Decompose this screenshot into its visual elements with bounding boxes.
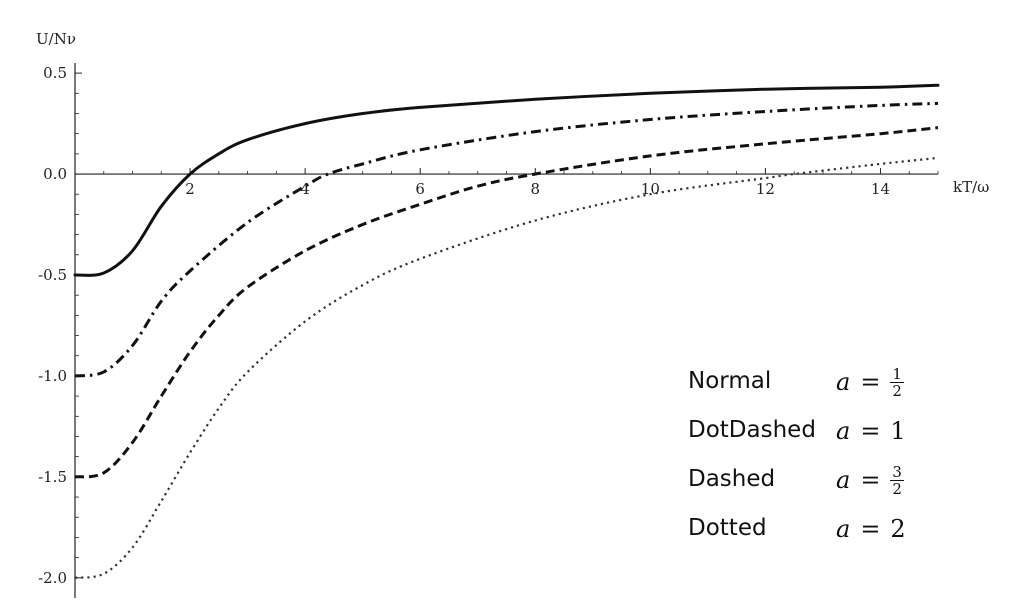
legend-row-dashed: Dashed a = 3 2 [688,458,948,507]
fraction-denominator: 2 [892,381,902,400]
legend-value: 1 [890,417,906,445]
series-lines [73,83,940,579]
legend-formula: a = 1 2 [836,360,904,404]
legend-equals: = [860,466,881,494]
x-tick-label: 14 [871,180,890,198]
series-line-normal [73,83,940,277]
legend-formula: a = 3 2 [836,458,904,502]
series-line-dashed [74,126,939,479]
y-tick-label: 0.0 [43,165,67,183]
legend-equals: = [860,368,881,396]
y-tick-label: -2.0 [38,569,67,587]
y-tick-label: 0.5 [43,64,67,82]
legend: Normal a = 1 2 DotDashed a = 1 Dashed a … [688,360,948,556]
legend-row-dotdashed: DotDashed a = 1 [688,409,948,458]
legend-value: 2 [890,515,906,543]
legend-label: DotDashed [688,417,816,443]
legend-label: Normal [688,368,772,394]
x-tick-label: 2 [185,180,195,198]
legend-row-normal: Normal a = 1 2 [688,360,948,409]
legend-equals: = [860,417,881,445]
legend-fraction: 3 2 [890,464,904,497]
legend-variable: a [836,368,851,396]
y-axis-title: U/Nν [36,30,76,48]
series-line-dotted [74,156,939,579]
legend-equals: = [860,515,881,543]
ticks: 2 4 6 8 10 12 140.50.0-0.5-1.0-1.5-2.0 [38,64,939,587]
y-tick-label: -0.5 [38,266,67,284]
legend-fraction: 1 2 [890,366,904,399]
x-tick-label: 8 [530,180,540,198]
legend-row-dotted: Dotted a = 2 [688,507,948,556]
legend-formula: a = 1 [836,409,906,453]
x-tick-label: 12 [756,180,775,198]
x-tick-label: 6 [415,180,425,198]
legend-variable: a [836,466,851,494]
y-tick-label: -1.0 [38,367,67,385]
x-tick-label: 4 [300,180,310,198]
legend-variable: a [836,515,851,543]
series-line-dotdashed [74,101,939,378]
x-tick-label: 10 [641,180,660,198]
y-tick-label: -1.5 [38,468,67,486]
fraction-numerator: 1 [890,364,904,383]
legend-formula: a = 2 [836,507,906,551]
legend-variable: a [836,417,851,445]
legend-label: Dashed [688,466,776,492]
fraction-numerator: 3 [890,462,904,481]
legend-label: Dotted [688,515,767,541]
fraction-denominator: 2 [892,479,902,498]
x-axis-title: kT/ω [953,178,989,196]
